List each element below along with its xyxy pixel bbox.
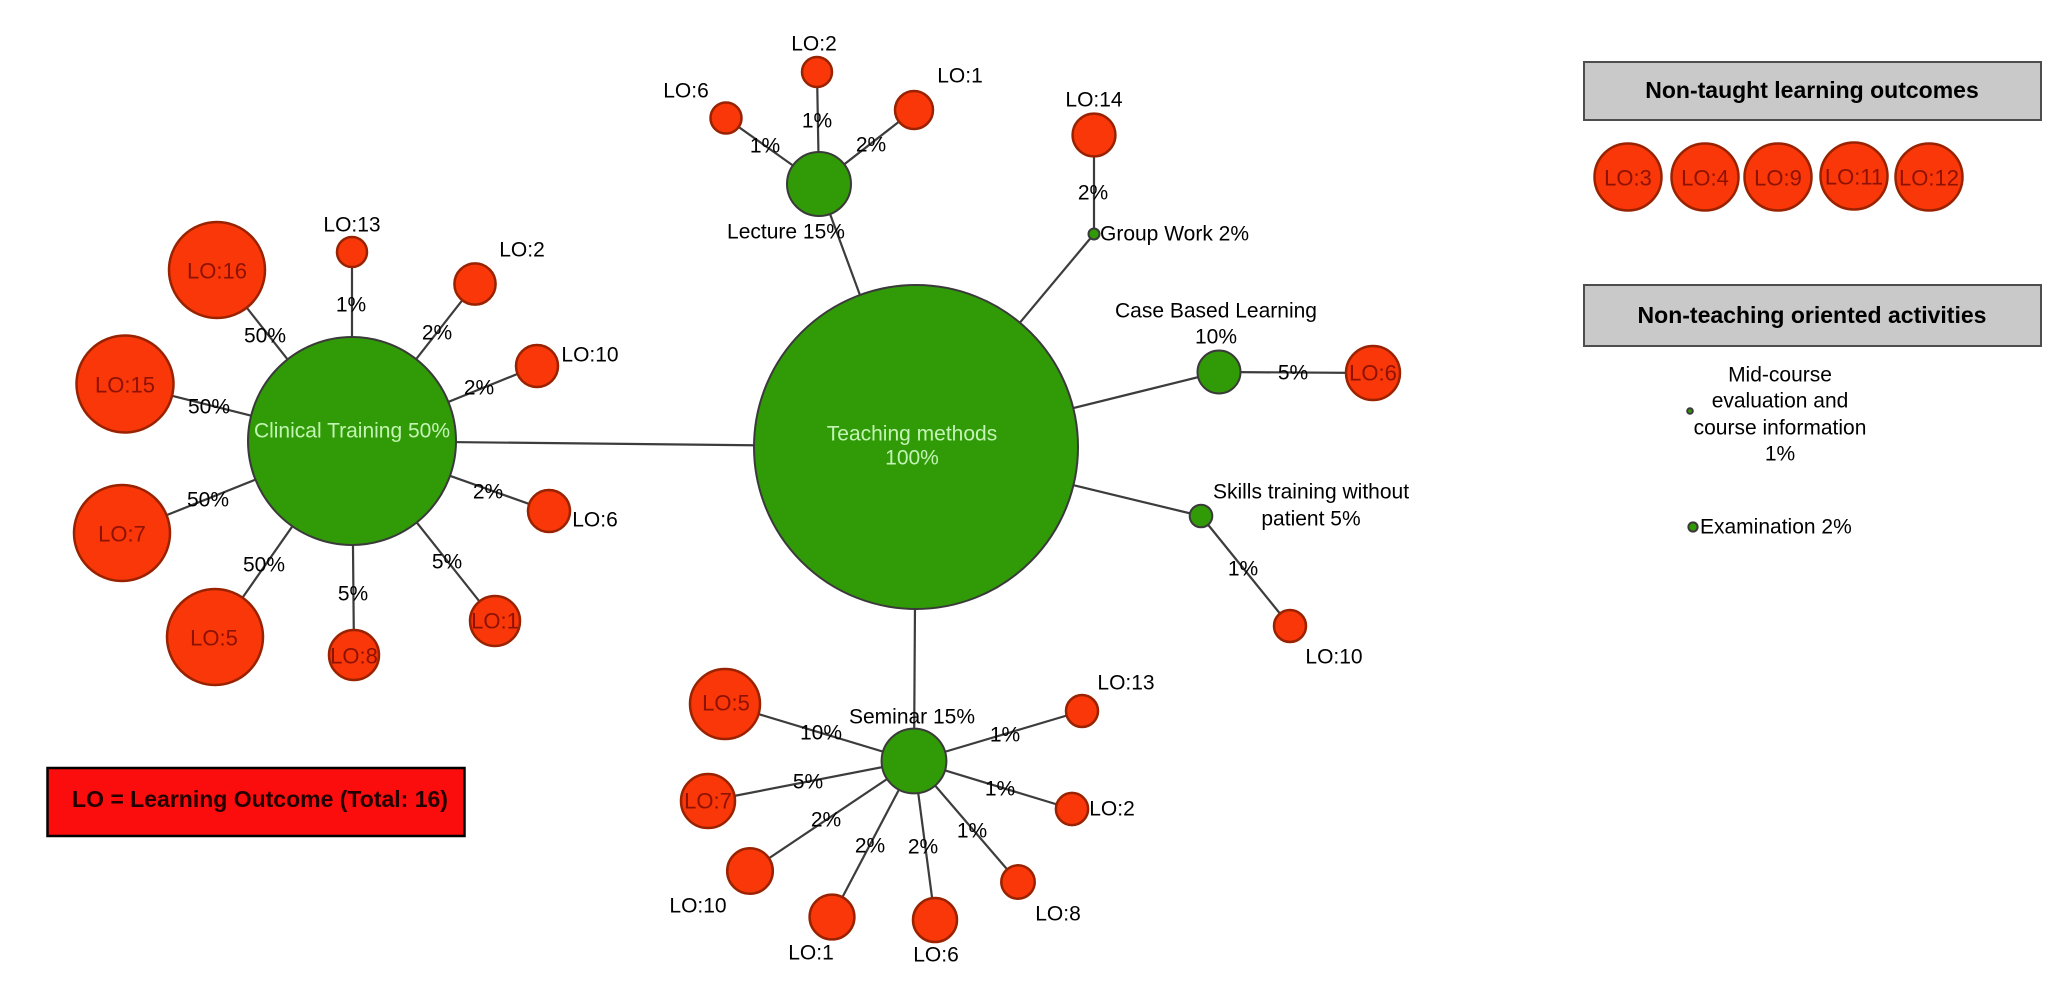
svg-text:5%: 5% [338,583,368,606]
svg-text:LO:10: LO:10 [669,895,726,918]
svg-text:evaluation and: evaluation and [1712,390,1849,413]
svg-text:LO:2: LO:2 [499,239,545,262]
svg-text:100%: 100% [885,447,939,470]
svg-text:10%: 10% [1195,326,1237,349]
svg-text:LO:9: LO:9 [1754,166,1802,191]
svg-text:2%: 2% [1078,182,1108,205]
svg-text:2%: 2% [855,835,885,858]
svg-text:course information: course information [1694,417,1867,440]
svg-text:Skills training without: Skills training without [1213,481,1409,504]
svg-text:5%: 5% [793,771,823,794]
svg-text:50%: 50% [187,489,229,512]
svg-text:2%: 2% [856,134,886,157]
svg-text:LO:5: LO:5 [190,626,238,651]
svg-text:LO:13: LO:13 [1097,672,1154,695]
svg-text:2%: 2% [464,377,494,400]
svg-text:LO:13: LO:13 [323,214,380,237]
svg-text:10%: 10% [800,722,842,745]
svg-text:LO:8: LO:8 [1035,903,1081,926]
svg-text:LO:10: LO:10 [1305,646,1362,669]
svg-text:LO:1: LO:1 [937,65,983,88]
svg-text:LO:7: LO:7 [98,522,146,547]
svg-text:Teaching methods: Teaching methods [827,423,997,446]
svg-text:LO:16: LO:16 [187,259,247,284]
svg-text:Mid-course: Mid-course [1728,364,1832,387]
svg-text:LO:3: LO:3 [1604,166,1652,191]
svg-text:LO:5: LO:5 [702,691,750,716]
svg-text:LO:6: LO:6 [1349,361,1397,386]
svg-text:5%: 5% [1278,362,1308,385]
svg-text:LO:14: LO:14 [1065,89,1123,112]
svg-text:1%: 1% [802,110,832,133]
svg-text:5%: 5% [432,551,462,574]
svg-text:LO:10: LO:10 [561,344,618,367]
svg-text:LO:1: LO:1 [788,942,834,965]
svg-text:LO:8: LO:8 [330,644,378,669]
svg-text:2%: 2% [473,481,503,504]
svg-text:50%: 50% [244,325,286,348]
svg-text:2%: 2% [811,809,841,832]
svg-text:LO = Learning Outcome (Total:: LO = Learning Outcome (Total: 16) [72,786,448,812]
svg-text:LO:15: LO:15 [95,373,155,398]
svg-text:1%: 1% [985,778,1015,801]
svg-text:Seminar 15%: Seminar 15% [849,706,975,729]
svg-text:LO:1: LO:1 [471,609,519,634]
svg-text:Non-taught learning outcomes: Non-taught learning outcomes [1645,77,1979,103]
svg-text:1%: 1% [1765,443,1795,466]
svg-text:LO:2: LO:2 [1089,798,1135,821]
svg-text:Case Based Learning: Case Based Learning [1115,300,1317,323]
svg-text:1%: 1% [336,294,366,317]
svg-text:LO:12: LO:12 [1899,166,1959,191]
svg-text:1%: 1% [990,724,1020,747]
svg-text:1%: 1% [957,820,987,843]
svg-text:LO:6: LO:6 [913,944,959,967]
svg-text:Examination 2%: Examination 2% [1700,516,1852,539]
svg-text:Lecture 15%: Lecture 15% [727,221,845,244]
svg-text:1%: 1% [1228,558,1258,581]
svg-text:LO:7: LO:7 [684,789,732,814]
svg-text:Group Work 2%: Group Work 2% [1100,223,1249,246]
svg-text:2%: 2% [908,836,938,859]
svg-text:LO:4: LO:4 [1681,166,1729,191]
svg-text:LO:11: LO:11 [1825,165,1883,190]
svg-text:50%: 50% [188,396,230,419]
svg-text:LO:6: LO:6 [572,509,618,532]
svg-text:LO:2: LO:2 [791,33,837,56]
svg-text:1%: 1% [750,135,780,158]
svg-text:Clinical Training 50%: Clinical Training 50% [254,420,450,443]
svg-text:2%: 2% [422,322,452,345]
svg-text:LO:6: LO:6 [663,80,709,103]
svg-text:50%: 50% [243,554,285,577]
svg-text:Non-teaching oriented activiti: Non-teaching oriented activities [1638,302,1987,328]
svg-text:patient 5%: patient 5% [1261,508,1360,531]
